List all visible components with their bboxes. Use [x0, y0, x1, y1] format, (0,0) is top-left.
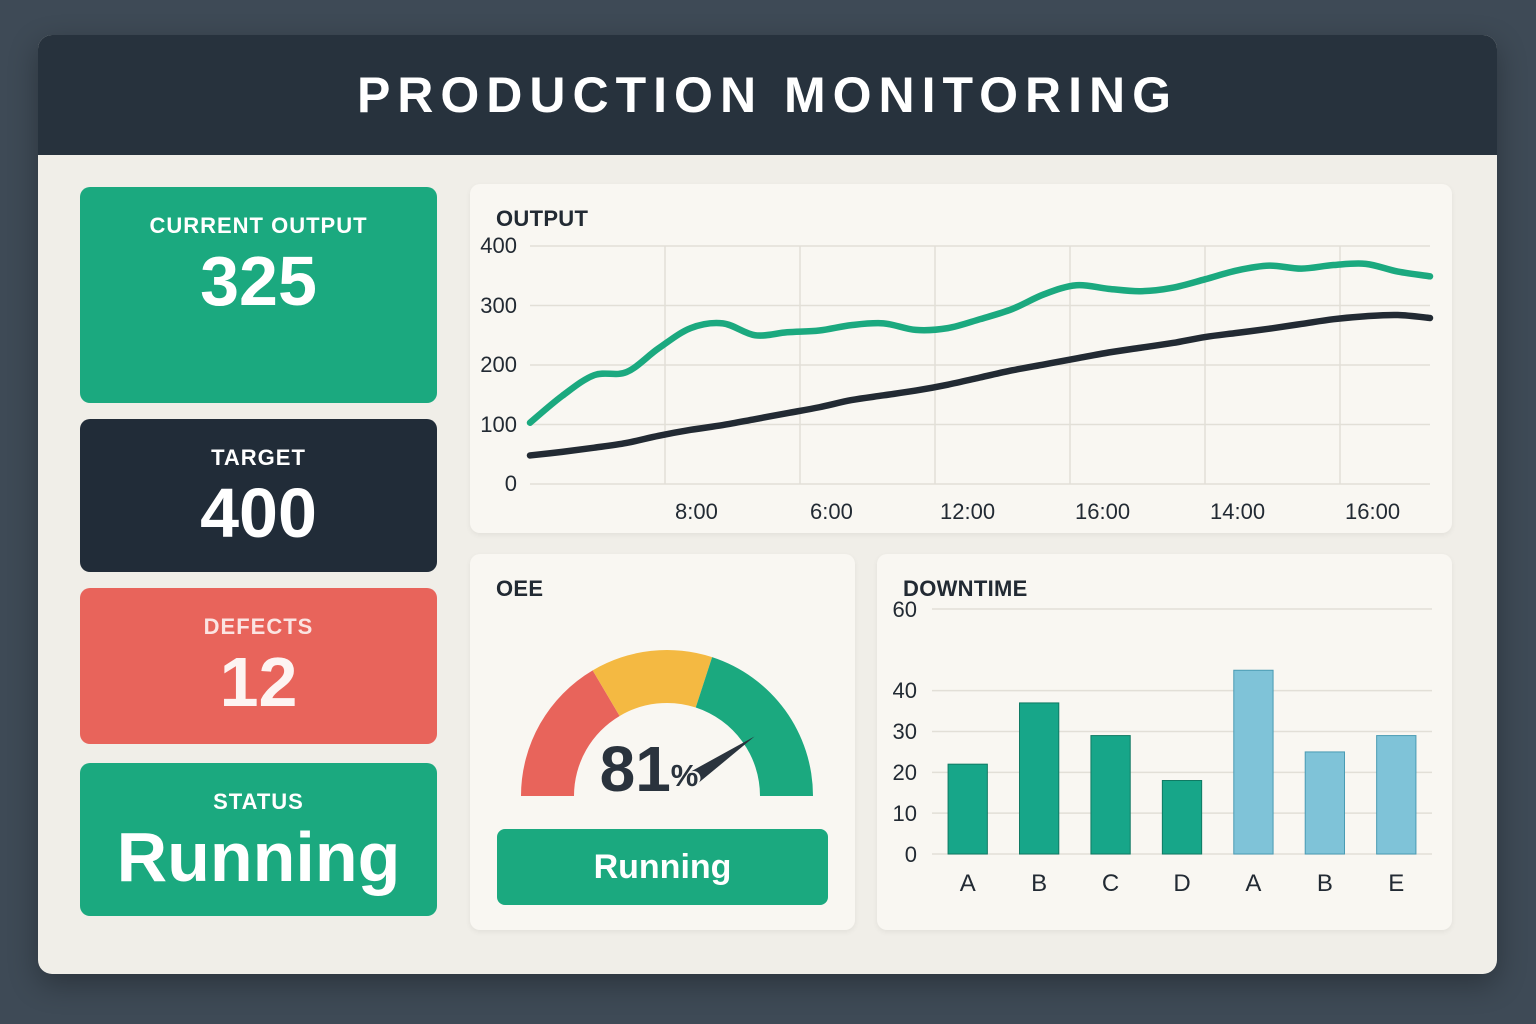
svg-text:81%: 81%: [600, 733, 699, 805]
svg-text:A: A: [960, 870, 976, 897]
svg-text:8:00: 8:00: [675, 499, 718, 524]
svg-text:12:00: 12:00: [940, 499, 995, 524]
svg-text:16:00: 16:00: [1345, 499, 1400, 524]
svg-text:C: C: [1102, 870, 1119, 897]
svg-text:B: B: [1031, 870, 1047, 897]
svg-text:A: A: [1245, 870, 1261, 897]
svg-text:400: 400: [480, 233, 517, 258]
svg-text:20: 20: [893, 760, 917, 785]
svg-text:16:00: 16:00: [1075, 499, 1130, 524]
svg-text:100: 100: [480, 412, 517, 437]
svg-text:D: D: [1173, 870, 1190, 897]
svg-text:14:00: 14:00: [1210, 499, 1265, 524]
svg-text:30: 30: [893, 719, 917, 744]
svg-text:0: 0: [505, 471, 517, 496]
svg-text:300: 300: [480, 293, 517, 318]
svg-text:E: E: [1388, 870, 1404, 897]
svg-text:60: 60: [893, 597, 917, 622]
svg-text:40: 40: [893, 678, 917, 703]
svg-text:6:00: 6:00: [810, 499, 853, 524]
svg-text:0: 0: [905, 842, 917, 867]
svg-text:10: 10: [893, 801, 917, 826]
svg-text:200: 200: [480, 352, 517, 377]
svg-text:B: B: [1317, 870, 1333, 897]
